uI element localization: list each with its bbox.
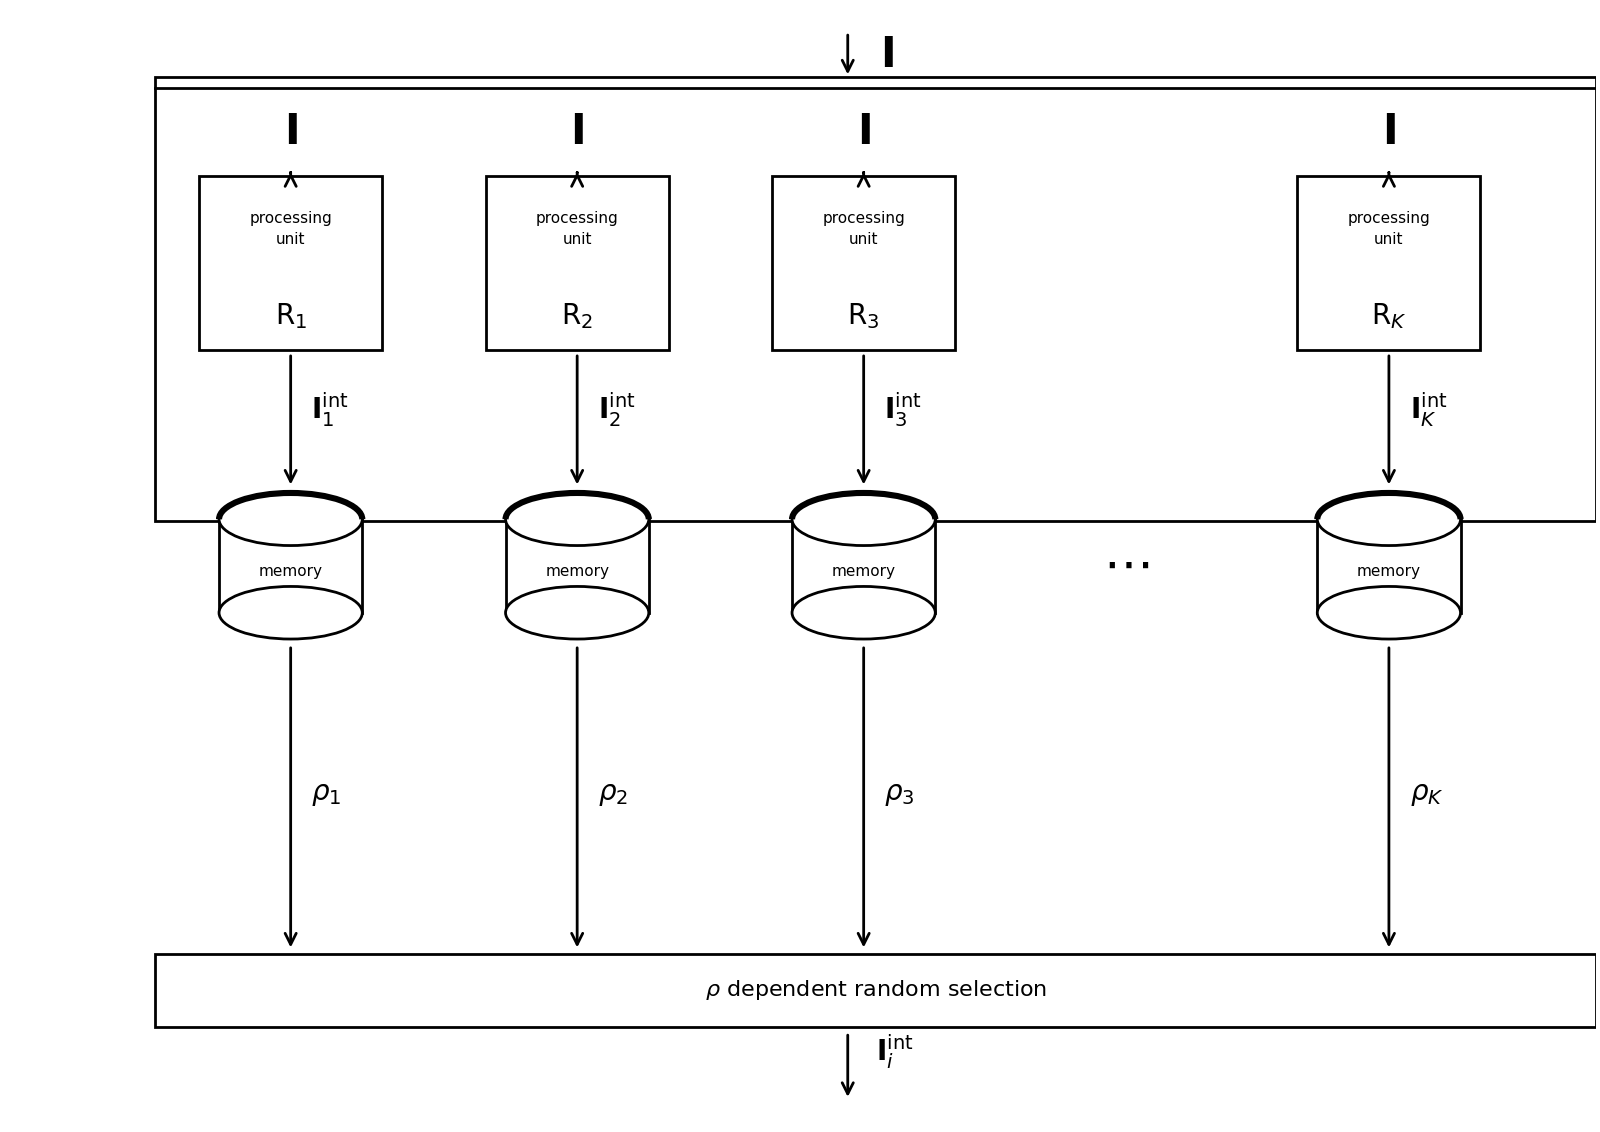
Bar	[792, 520, 936, 612]
Ellipse shape	[506, 492, 648, 546]
Text: $\mathrm{R}_{1}$: $\mathrm{R}_{1}$	[275, 301, 307, 332]
Text: memory: memory	[1357, 564, 1421, 580]
Bar	[486, 175, 669, 350]
Ellipse shape	[1317, 492, 1461, 546]
Bar	[1298, 175, 1480, 350]
Text: $\mathbf{I}$: $\mathbf{I}$	[856, 111, 870, 153]
Bar	[773, 175, 955, 350]
Text: $\rho_{1}$: $\rho_{1}$	[312, 780, 341, 808]
Text: $\rho_{2}$: $\rho_{2}$	[598, 780, 627, 808]
Bar	[155, 77, 1595, 521]
Ellipse shape	[1317, 586, 1461, 640]
Text: processing
unit: processing unit	[822, 211, 906, 247]
Text: $\mathbf{I}_{K}^{\mathrm{int}}$: $\mathbf{I}_{K}^{\mathrm{int}}$	[1410, 391, 1446, 429]
Text: memory: memory	[546, 564, 610, 580]
Text: $\mathbf{I}$: $\mathbf{I}$	[570, 111, 584, 153]
Text: processing
unit: processing unit	[536, 211, 619, 247]
Text: $\mathbf{I}_{2}^{\mathrm{int}}$: $\mathbf{I}_{2}^{\mathrm{int}}$	[598, 391, 635, 429]
Text: $\mathbf{I}_{i}^{\mathrm{int}}$: $\mathbf{I}_{i}^{\mathrm{int}}$	[877, 1032, 914, 1071]
Text: processing
unit: processing unit	[1347, 211, 1430, 247]
Ellipse shape	[219, 586, 362, 640]
Text: $\cdots$: $\cdots$	[1104, 542, 1149, 590]
Text: $\mathrm{R}_{3}$: $\mathrm{R}_{3}$	[848, 301, 880, 332]
Bar	[219, 520, 362, 612]
Bar	[198, 175, 382, 350]
Text: memory: memory	[832, 564, 896, 580]
Text: $\mathbf{I}_{1}^{\mathrm{int}}$: $\mathbf{I}_{1}^{\mathrm{int}}$	[312, 391, 349, 429]
Ellipse shape	[792, 586, 936, 640]
Text: $\rho_{K}$: $\rho_{K}$	[1410, 780, 1443, 808]
Text: $\mathbf{I}$: $\mathbf{I}$	[1382, 111, 1395, 153]
Text: memory: memory	[259, 564, 323, 580]
Bar	[506, 520, 648, 612]
Text: $\mathbf{I}$: $\mathbf{I}$	[880, 34, 893, 76]
Text: $\mathbf{I}_{3}^{\mathrm{int}}$: $\mathbf{I}_{3}^{\mathrm{int}}$	[885, 391, 922, 429]
Text: $\mathrm{R}_{2}$: $\mathrm{R}_{2}$	[562, 301, 594, 332]
Text: processing
unit: processing unit	[250, 211, 333, 247]
Bar	[155, 953, 1595, 1027]
Text: $\mathbf{I}$: $\mathbf{I}$	[283, 111, 298, 153]
Ellipse shape	[792, 492, 936, 546]
Ellipse shape	[219, 492, 362, 546]
Text: $\rho$ dependent random selection: $\rho$ dependent random selection	[704, 978, 1046, 1002]
Ellipse shape	[506, 586, 648, 640]
Bar	[1317, 520, 1461, 612]
Text: $\rho_{3}$: $\rho_{3}$	[885, 780, 915, 808]
Text: $\mathrm{R}_{K}$: $\mathrm{R}_{K}$	[1371, 301, 1406, 332]
